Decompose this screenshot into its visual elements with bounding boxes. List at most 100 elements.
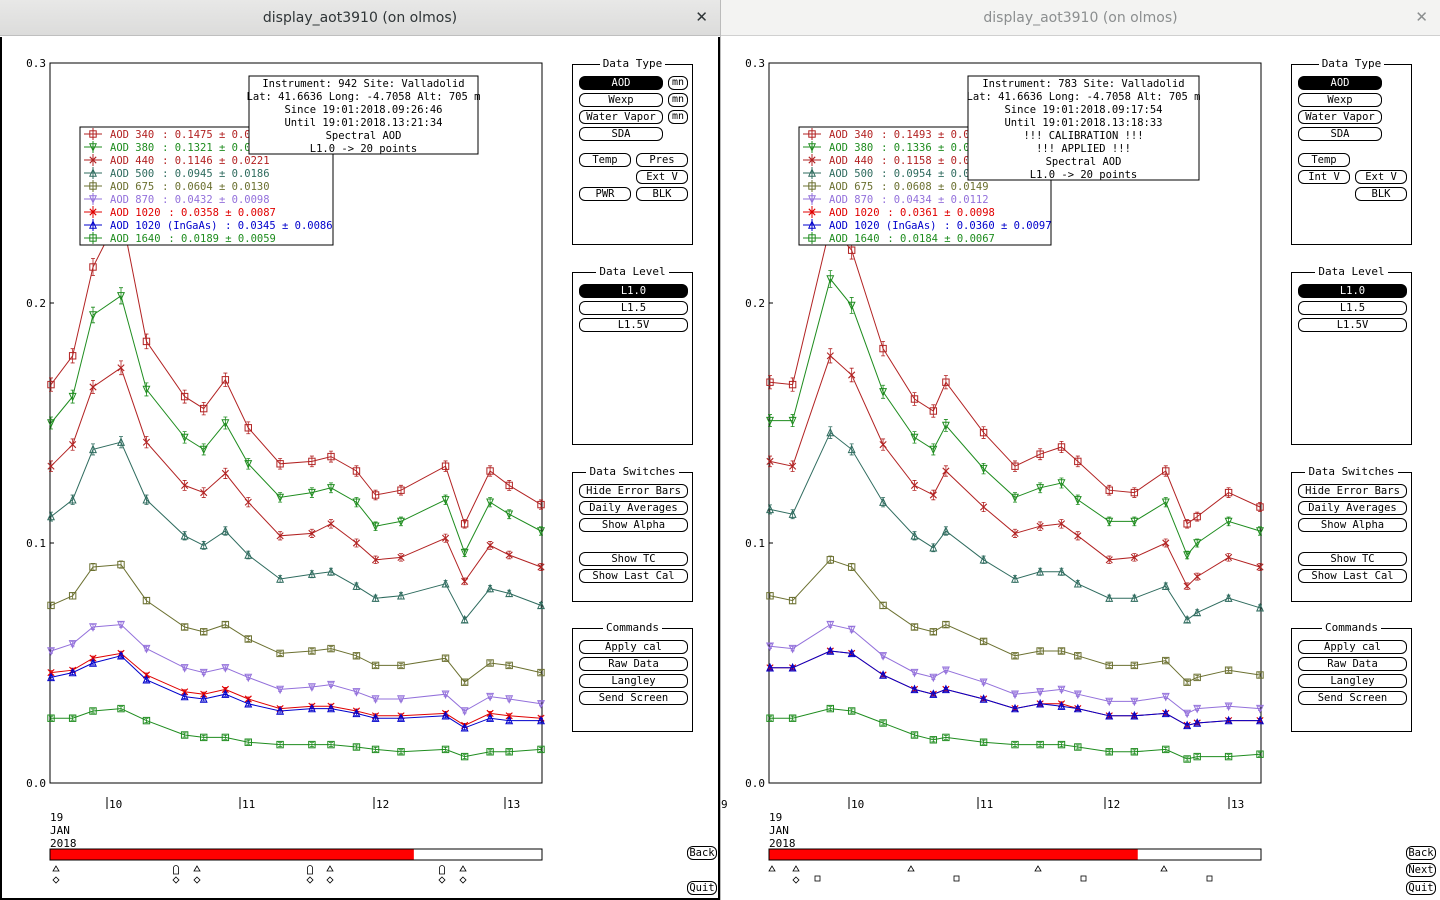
error-bar — [329, 645, 333, 652]
data-point — [929, 445, 938, 455]
quit-button[interactable]: Quit — [1406, 881, 1436, 895]
hide-error-bars-button[interactable]: Hide Error Bars — [579, 484, 688, 498]
level-l1-0-button[interactable]: L1.0 — [579, 284, 688, 298]
apply-cal-button[interactable]: Apply cal — [1298, 640, 1407, 654]
info-line: Until 19:01:2018.13:18:33 — [1004, 117, 1162, 129]
close-icon[interactable]: ✕ — [1415, 8, 1428, 26]
data-point — [766, 592, 774, 600]
langley-button[interactable]: Langley — [579, 674, 688, 688]
data-point — [308, 740, 316, 749]
error-bar — [144, 333, 149, 350]
water-vapor-button[interactable]: Water Vapor — [579, 110, 663, 124]
error-bar — [462, 679, 467, 685]
blk-button[interactable]: BLK — [636, 187, 688, 201]
data-point — [929, 407, 938, 415]
level-l1-5v-button[interactable]: L1.5V — [1298, 318, 1407, 332]
data-point — [47, 462, 55, 470]
close-icon[interactable]: ✕ — [695, 8, 708, 26]
error-bar — [373, 747, 378, 752]
send-screen-button[interactable]: Send Screen — [1298, 691, 1407, 705]
data-point — [47, 647, 55, 656]
error-bar — [912, 624, 917, 630]
progress-fill — [50, 849, 414, 860]
error-bar — [931, 404, 936, 418]
temp-button[interactable]: Temp — [579, 153, 631, 167]
sda-button[interactable]: SDA — [1298, 127, 1382, 141]
daily-averages-button[interactable]: Daily Averages — [1298, 501, 1407, 515]
legend-marker — [89, 195, 97, 204]
temp-button[interactable]: Temp — [1298, 153, 1350, 167]
raw-data-button[interactable]: Raw Data — [1298, 657, 1407, 671]
data-point — [1256, 503, 1264, 511]
legend-value: : 0.1493 ± 0.0 — [881, 129, 970, 141]
int-v-button[interactable]: Int V — [1298, 170, 1350, 184]
data-point — [397, 590, 405, 600]
next-button[interactable]: Next — [1406, 863, 1436, 877]
ext-v-button[interactable]: Ext V — [1355, 170, 1407, 184]
error-bar — [768, 643, 772, 649]
show-tc-button[interactable]: Show TC — [579, 552, 688, 566]
wexp-button[interactable]: Wexp — [579, 93, 663, 107]
series-aod-380 — [47, 287, 545, 558]
level-l1-5-button[interactable]: L1.5 — [1298, 301, 1407, 315]
data-point — [1057, 647, 1066, 655]
data-point — [505, 695, 514, 704]
data-point — [460, 722, 469, 732]
legend-marker — [808, 156, 816, 164]
sda-button[interactable]: SDA — [579, 127, 663, 141]
data-point — [486, 692, 495, 702]
wexp-mn-button[interactable]: mn — [667, 93, 688, 107]
aod-mn-button[interactable]: mn — [667, 76, 688, 90]
pres-button[interactable]: Pres — [636, 153, 688, 167]
aod-button[interactable]: AOD — [579, 76, 663, 90]
data-point — [200, 733, 208, 742]
back-button[interactable]: Back — [1406, 846, 1436, 860]
level-l1-5v-button[interactable]: L1.5V — [579, 318, 688, 332]
show-last-cal-button[interactable]: Show Last Cal — [579, 569, 688, 583]
data-point — [327, 484, 335, 493]
wexp-button[interactable]: Wexp — [1298, 93, 1382, 107]
raw-data-button[interactable]: Raw Data — [579, 657, 688, 671]
back-button[interactable]: Back — [687, 846, 717, 860]
error-bar — [912, 732, 917, 738]
show-alpha-button[interactable]: Show Alpha — [579, 518, 688, 532]
series-aod-440 — [766, 348, 1264, 590]
data-point — [327, 644, 335, 653]
data-point — [460, 520, 469, 528]
data-point — [68, 392, 77, 402]
error-bar — [768, 715, 772, 721]
show-alpha-button[interactable]: Show Alpha — [1298, 518, 1407, 532]
daily-averages-button[interactable]: Daily Averages — [579, 501, 688, 515]
x-tick-label: 11 — [980, 798, 993, 811]
data-point — [941, 526, 950, 535]
blk-button[interactable]: BLK — [1355, 187, 1407, 201]
level-l1-0-button[interactable]: L1.0 — [1298, 284, 1407, 298]
show-tc-button[interactable]: Show TC — [1298, 552, 1407, 566]
ext-v-button[interactable]: Ext V — [636, 170, 688, 184]
pwr-button[interactable]: PWR — [579, 187, 631, 201]
data-point — [1036, 688, 1045, 697]
data-point — [1224, 715, 1233, 725]
send-screen-button[interactable]: Send Screen — [579, 691, 688, 705]
title-bar[interactable]: display_aot3910 (on olmos) ✕ — [721, 0, 1440, 36]
quit-button[interactable]: Quit — [687, 881, 717, 895]
hide-error-bars-button[interactable]: Hide Error Bars — [1298, 484, 1407, 498]
data-point — [979, 678, 988, 688]
water-vapor-button[interactable]: Water Vapor — [1298, 110, 1382, 124]
apply-cal-button[interactable]: Apply cal — [579, 640, 688, 654]
error-bar — [539, 670, 543, 675]
flag-marker — [326, 865, 334, 872]
water-vapor-mn-button[interactable]: mn — [667, 110, 688, 124]
show-last-cal-button[interactable]: Show Last Cal — [1298, 569, 1407, 583]
langley-button[interactable]: Langley — [1298, 674, 1407, 688]
level-l1-5-button[interactable]: L1.5 — [579, 301, 688, 315]
aod-button[interactable]: AOD — [1298, 76, 1382, 90]
data-point — [441, 578, 450, 588]
data-point — [879, 652, 888, 661]
series-line — [770, 650, 1260, 726]
date-label: 19 — [50, 811, 63, 824]
error-bar — [1059, 742, 1064, 747]
data-point — [352, 539, 361, 547]
info-line: Until 19:01:2018.13:21:34 — [284, 117, 442, 129]
title-bar[interactable]: display_aot3910 (on olmos) ✕ — [0, 0, 720, 36]
